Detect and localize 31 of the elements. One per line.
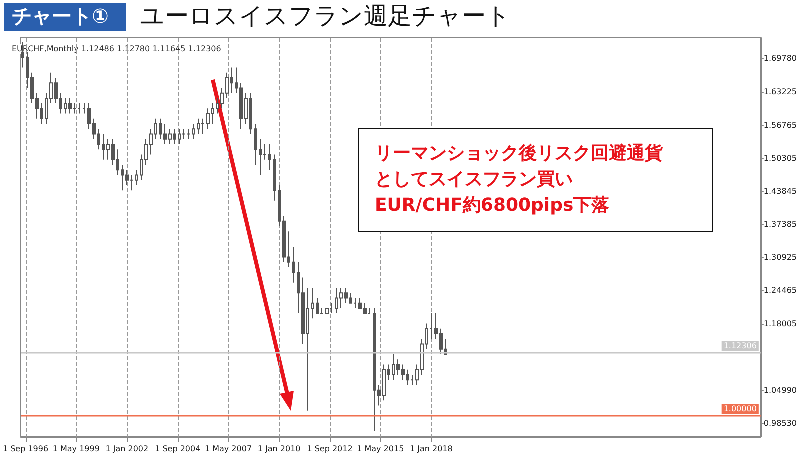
x-tick-label: 1 Sep 2012	[307, 444, 353, 454]
x-tick-label: 1 Sep 1996	[2, 444, 49, 454]
annotation: EUR/CHF約6800pips下落	[375, 194, 611, 218]
x-tick-label: 1 Jan 2010	[258, 444, 301, 454]
x-tick-label: 1 Sep 2004	[155, 444, 201, 454]
candlestick	[311, 287, 314, 320]
x-tick-label: 1 May 2007	[204, 444, 252, 454]
candlestick	[273, 154, 276, 202]
x-tick-label: 1 Jan 2018	[410, 444, 453, 454]
annotation: リーマンショック後リスク回避通貨としてスイスフラン買い	[375, 142, 664, 192]
candlestick	[292, 246, 295, 284]
candlestick	[254, 124, 257, 166]
y-tick-label: 1.56765	[764, 120, 798, 130]
text: チャート①	[12, 4, 109, 28]
y-tick-label: 1.69780	[764, 54, 798, 64]
y-tick-label: 1.18005	[764, 319, 798, 328]
y-tick-label: 1.43845	[764, 186, 798, 196]
y-tick-label: 0.98530	[764, 419, 798, 428]
x-tick-label: 1 May 1999	[52, 444, 100, 454]
chart-title: ユーロスイスフラン週足チャート	[140, 2, 511, 30]
candlestick	[78, 103, 81, 114]
x-tick-label: 1 May 2015	[357, 444, 404, 454]
y-tick-label: 1.63225	[764, 88, 798, 97]
ref-line-label: 1.00000	[724, 404, 757, 414]
x-tick-label: 1 Jan 2002	[106, 444, 149, 454]
y-tick-label: 1.50305	[764, 154, 798, 163]
y-tick-label: 1.24465	[764, 286, 798, 296]
y-tick-label: 1.37385	[764, 220, 798, 230]
y-tick-label: 1.04990	[764, 386, 798, 395]
y-tick-label: 1.30925	[764, 253, 798, 262]
note-box: リーマンショック後リスク回避通貨としてスイスフラン買い EUR/CHF約6800pips下落	[358, 128, 713, 232]
